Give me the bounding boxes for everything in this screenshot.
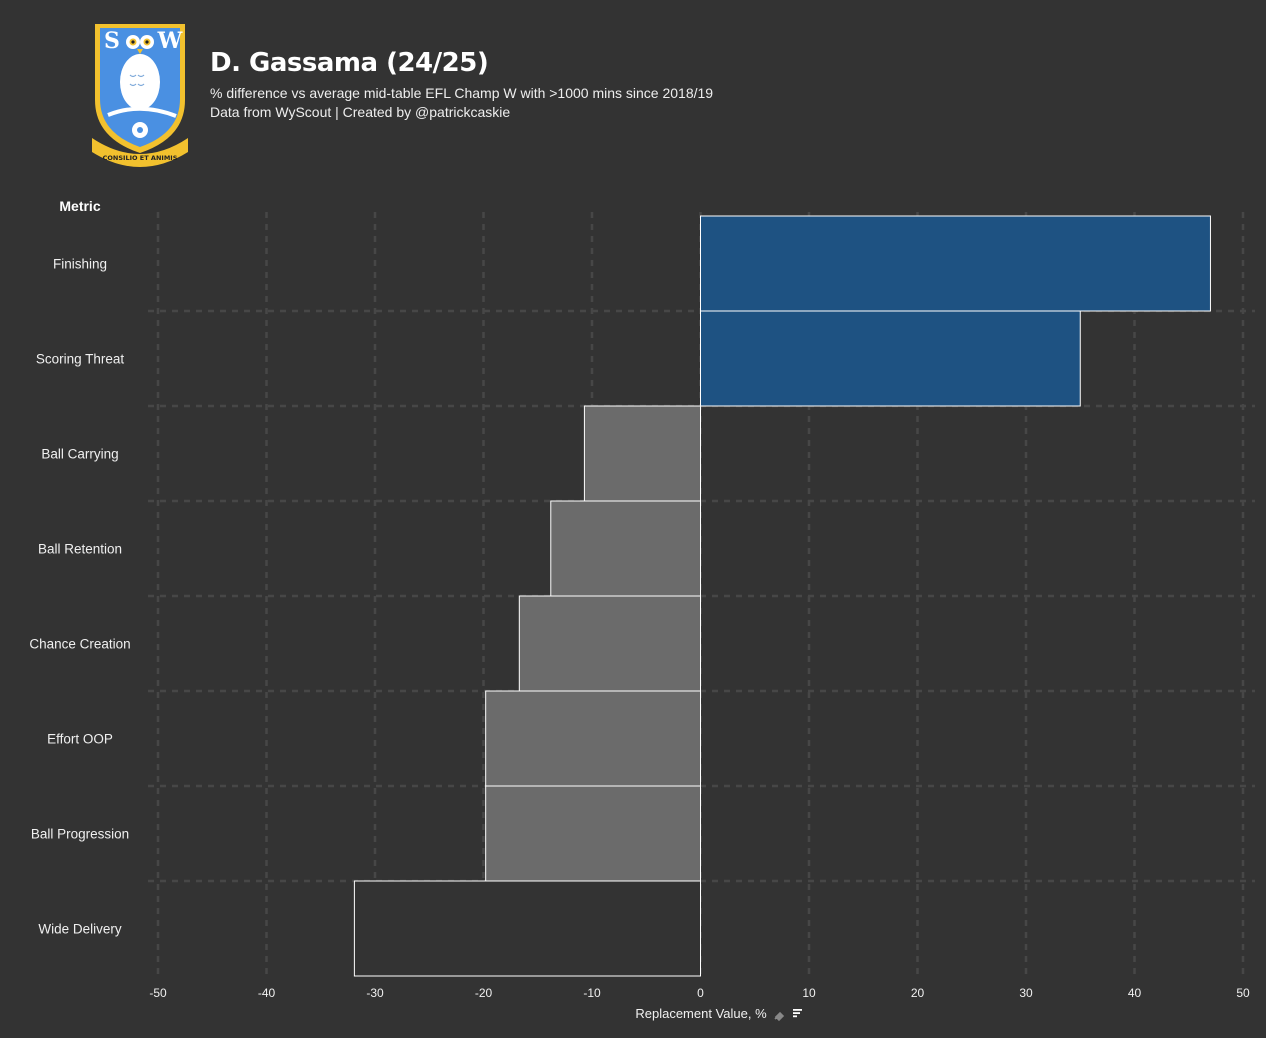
bar-finishing — [700, 215, 1211, 312]
chart-title: D. Gassama (24/25) — [210, 48, 489, 78]
x-tick-label: 10 — [802, 986, 816, 1000]
category-label: Scoring Threat — [36, 352, 125, 367]
x-tick-label: -40 — [258, 986, 276, 1000]
bar-ball-retention — [550, 500, 702, 597]
x-tick-label: -30 — [366, 986, 384, 1000]
x-axis-label: Replacement Value, % — [635, 1006, 767, 1021]
category-label: Finishing — [53, 257, 107, 272]
bar-scoring-threat — [700, 310, 1081, 407]
chart-credit: Data from WyScout | Created by @patrickc… — [210, 104, 511, 120]
bar-chance-creation — [518, 595, 701, 692]
x-tick-label: 20 — [911, 986, 925, 1000]
category-label: Ball Progression — [31, 827, 129, 842]
svg-text:CONSILIO ET ANIMIS: CONSILIO ET ANIMIS — [103, 154, 178, 162]
title-block: D. Gassama (24/25) % difference vs avera… — [210, 48, 910, 122]
category-label: Effort OOP — [47, 732, 113, 747]
svg-text:S: S — [104, 28, 120, 54]
bar-effort-oop — [485, 690, 702, 787]
x-tick-label: 50 — [1236, 986, 1250, 1000]
category-label: Ball Retention — [38, 542, 122, 557]
bar-chart: Metric Finishing Scoring Threat Ball Carryi… — [29, 198, 1255, 1022]
category-label: Ball Carrying — [41, 447, 118, 462]
pin-icon[interactable] — [774, 1011, 785, 1022]
bar-wide-delivery — [353, 880, 701, 977]
x-tick-label: 30 — [1019, 986, 1033, 1000]
category-label: Wide Delivery — [38, 922, 122, 937]
bar-ball-progression — [485, 785, 702, 882]
x-tick-label: -10 — [583, 986, 601, 1000]
filter-icon[interactable] — [793, 1009, 802, 1018]
svg-text:W: W — [157, 28, 183, 54]
chart-subtitle: % difference vs average mid-table EFL Ch… — [210, 85, 714, 101]
category-label: Chance Creation — [29, 637, 130, 652]
x-tick-label: -50 — [149, 986, 167, 1000]
club-crest-logo: S W CONSILIO ET ANIMIS — [92, 24, 188, 167]
bar-ball-carrying — [583, 405, 702, 502]
x-tick-label: 40 — [1128, 986, 1142, 1000]
x-tick-label: 0 — [697, 986, 704, 1000]
x-tick-label: -20 — [475, 986, 493, 1000]
row-header: Metric — [59, 198, 100, 214]
